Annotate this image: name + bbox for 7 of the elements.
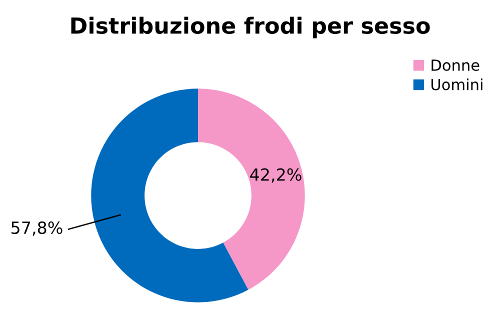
data-label: 42,2%	[250, 168, 302, 183]
legend-label: Uomini	[431, 78, 482, 90]
chart-title: Distribuzione frodi per sesso	[71, 16, 430, 38]
data-label: 57,8%	[12, 221, 62, 236]
donut-slice	[91, 88, 248, 302]
legend-label: Donne	[432, 60, 480, 71]
donut-slice	[198, 88, 305, 290]
